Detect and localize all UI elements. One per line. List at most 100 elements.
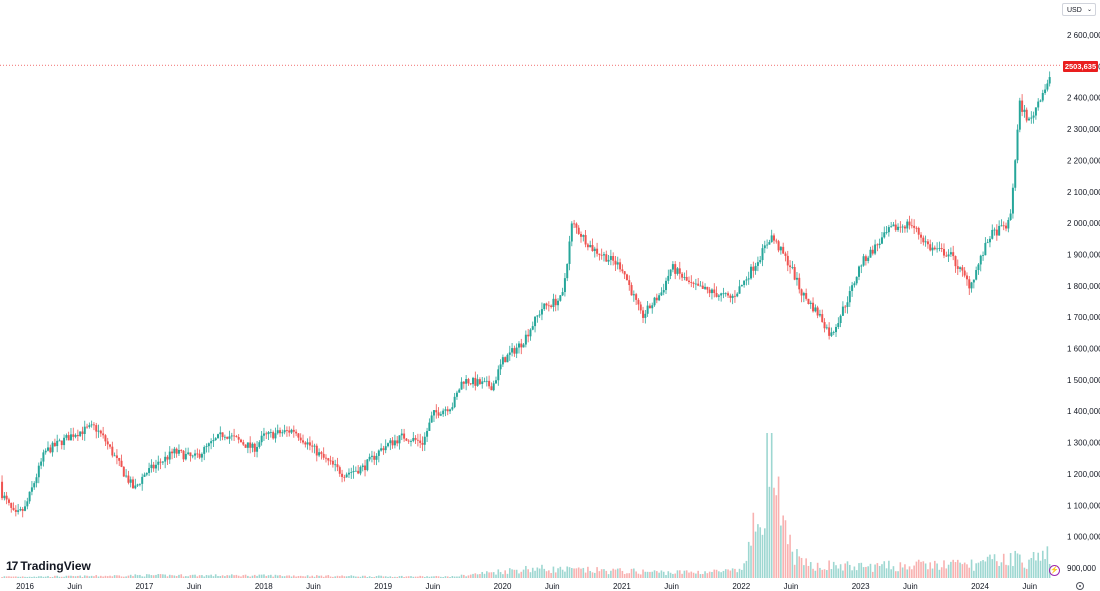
candle — [327, 457, 330, 466]
candle-body — [437, 412, 440, 416]
candle-body — [961, 267, 964, 271]
candle-body — [109, 444, 112, 447]
candle-body — [191, 455, 194, 457]
candle — [120, 454, 123, 468]
candle-body — [791, 267, 794, 268]
volume-bar — [1023, 567, 1026, 578]
candle-body — [756, 262, 759, 266]
candle-body — [745, 279, 748, 281]
volume-bar — [499, 572, 502, 578]
candle — [628, 275, 631, 291]
candle — [577, 225, 580, 235]
candle — [600, 248, 603, 260]
volume-bar — [389, 576, 392, 578]
volume-bar — [410, 576, 412, 578]
candle — [733, 290, 736, 303]
volume-bar — [913, 565, 915, 578]
candle-body — [327, 458, 330, 461]
candle-body — [451, 407, 454, 410]
candle — [917, 226, 920, 240]
candle-body — [747, 278, 750, 280]
candle — [125, 469, 128, 478]
volume-bar — [984, 561, 987, 578]
candle — [837, 317, 840, 330]
candle — [302, 434, 305, 445]
candle — [203, 445, 206, 461]
volume-bar — [1007, 565, 1010, 578]
candle-body — [173, 448, 176, 454]
volume-bar — [272, 576, 274, 578]
candle-body — [127, 475, 130, 483]
candle-body — [913, 225, 916, 228]
candle-body — [154, 464, 157, 469]
candle — [97, 424, 100, 438]
volume-bar — [564, 571, 566, 578]
candle-body — [233, 435, 236, 437]
candle — [499, 359, 502, 376]
tradingview-logo[interactable]: 17 TradingView — [6, 558, 91, 574]
candle-body — [315, 445, 318, 456]
volume-bar — [440, 576, 442, 578]
candle — [329, 455, 332, 465]
candle-body — [832, 332, 835, 333]
candle-body — [276, 430, 279, 434]
candle — [1018, 97, 1021, 133]
candle — [1044, 84, 1047, 95]
candle-body — [871, 249, 874, 254]
volume-bar — [366, 577, 369, 578]
volume-bar — [446, 576, 449, 578]
candle — [729, 293, 732, 303]
lightning-icon[interactable]: ⚡ — [1049, 565, 1060, 576]
candle — [775, 238, 778, 244]
volume-bar — [456, 576, 458, 578]
volume-bar — [669, 572, 672, 578]
volume-bar — [230, 574, 233, 578]
candle — [901, 224, 904, 233]
volume-bar — [476, 574, 479, 578]
candle — [504, 356, 507, 363]
candle-body — [1002, 225, 1005, 227]
x-tick-label: 2022 — [732, 582, 750, 591]
candle-body — [1009, 213, 1012, 220]
x-tick-label: Juin — [903, 582, 918, 591]
candle — [281, 429, 284, 437]
volume-bar — [747, 541, 750, 578]
volume-bar — [502, 574, 504, 578]
candle — [428, 418, 431, 431]
candle-body — [253, 443, 256, 452]
volume-bar — [56, 575, 58, 578]
candle-body — [99, 430, 102, 434]
volume-bar — [878, 565, 881, 578]
volume-bar — [51, 576, 54, 578]
candle-body — [230, 435, 233, 437]
candle-body — [933, 247, 936, 250]
volume-bar — [345, 576, 348, 578]
currency-dropdown[interactable]: USD ⌄ — [1062, 3, 1096, 16]
volume-bar — [557, 568, 559, 578]
candle-body — [527, 334, 530, 337]
candle — [95, 422, 98, 439]
volume-bar — [685, 570, 688, 578]
gear-icon[interactable] — [1076, 582, 1084, 590]
volume-bar — [148, 574, 150, 578]
volume-bar — [803, 565, 805, 578]
candle — [860, 264, 863, 274]
candle — [343, 474, 346, 482]
candle — [890, 221, 893, 228]
candle — [189, 452, 192, 462]
candle — [389, 438, 392, 451]
candle-body — [391, 440, 394, 446]
candle-body — [591, 245, 594, 252]
time-axis[interactable]: 2016 Juin 2017 Juin 2018 Juin 2019 Juin 2020 Juin… — [16, 582, 1037, 591]
volume-bar — [587, 566, 589, 578]
candle — [175, 447, 178, 458]
candle — [304, 441, 307, 448]
volume-bar — [224, 576, 226, 578]
candle-body — [387, 443, 390, 447]
candle — [563, 273, 566, 297]
candle-body — [740, 284, 743, 287]
candle-body — [318, 452, 321, 456]
candle — [150, 459, 153, 473]
